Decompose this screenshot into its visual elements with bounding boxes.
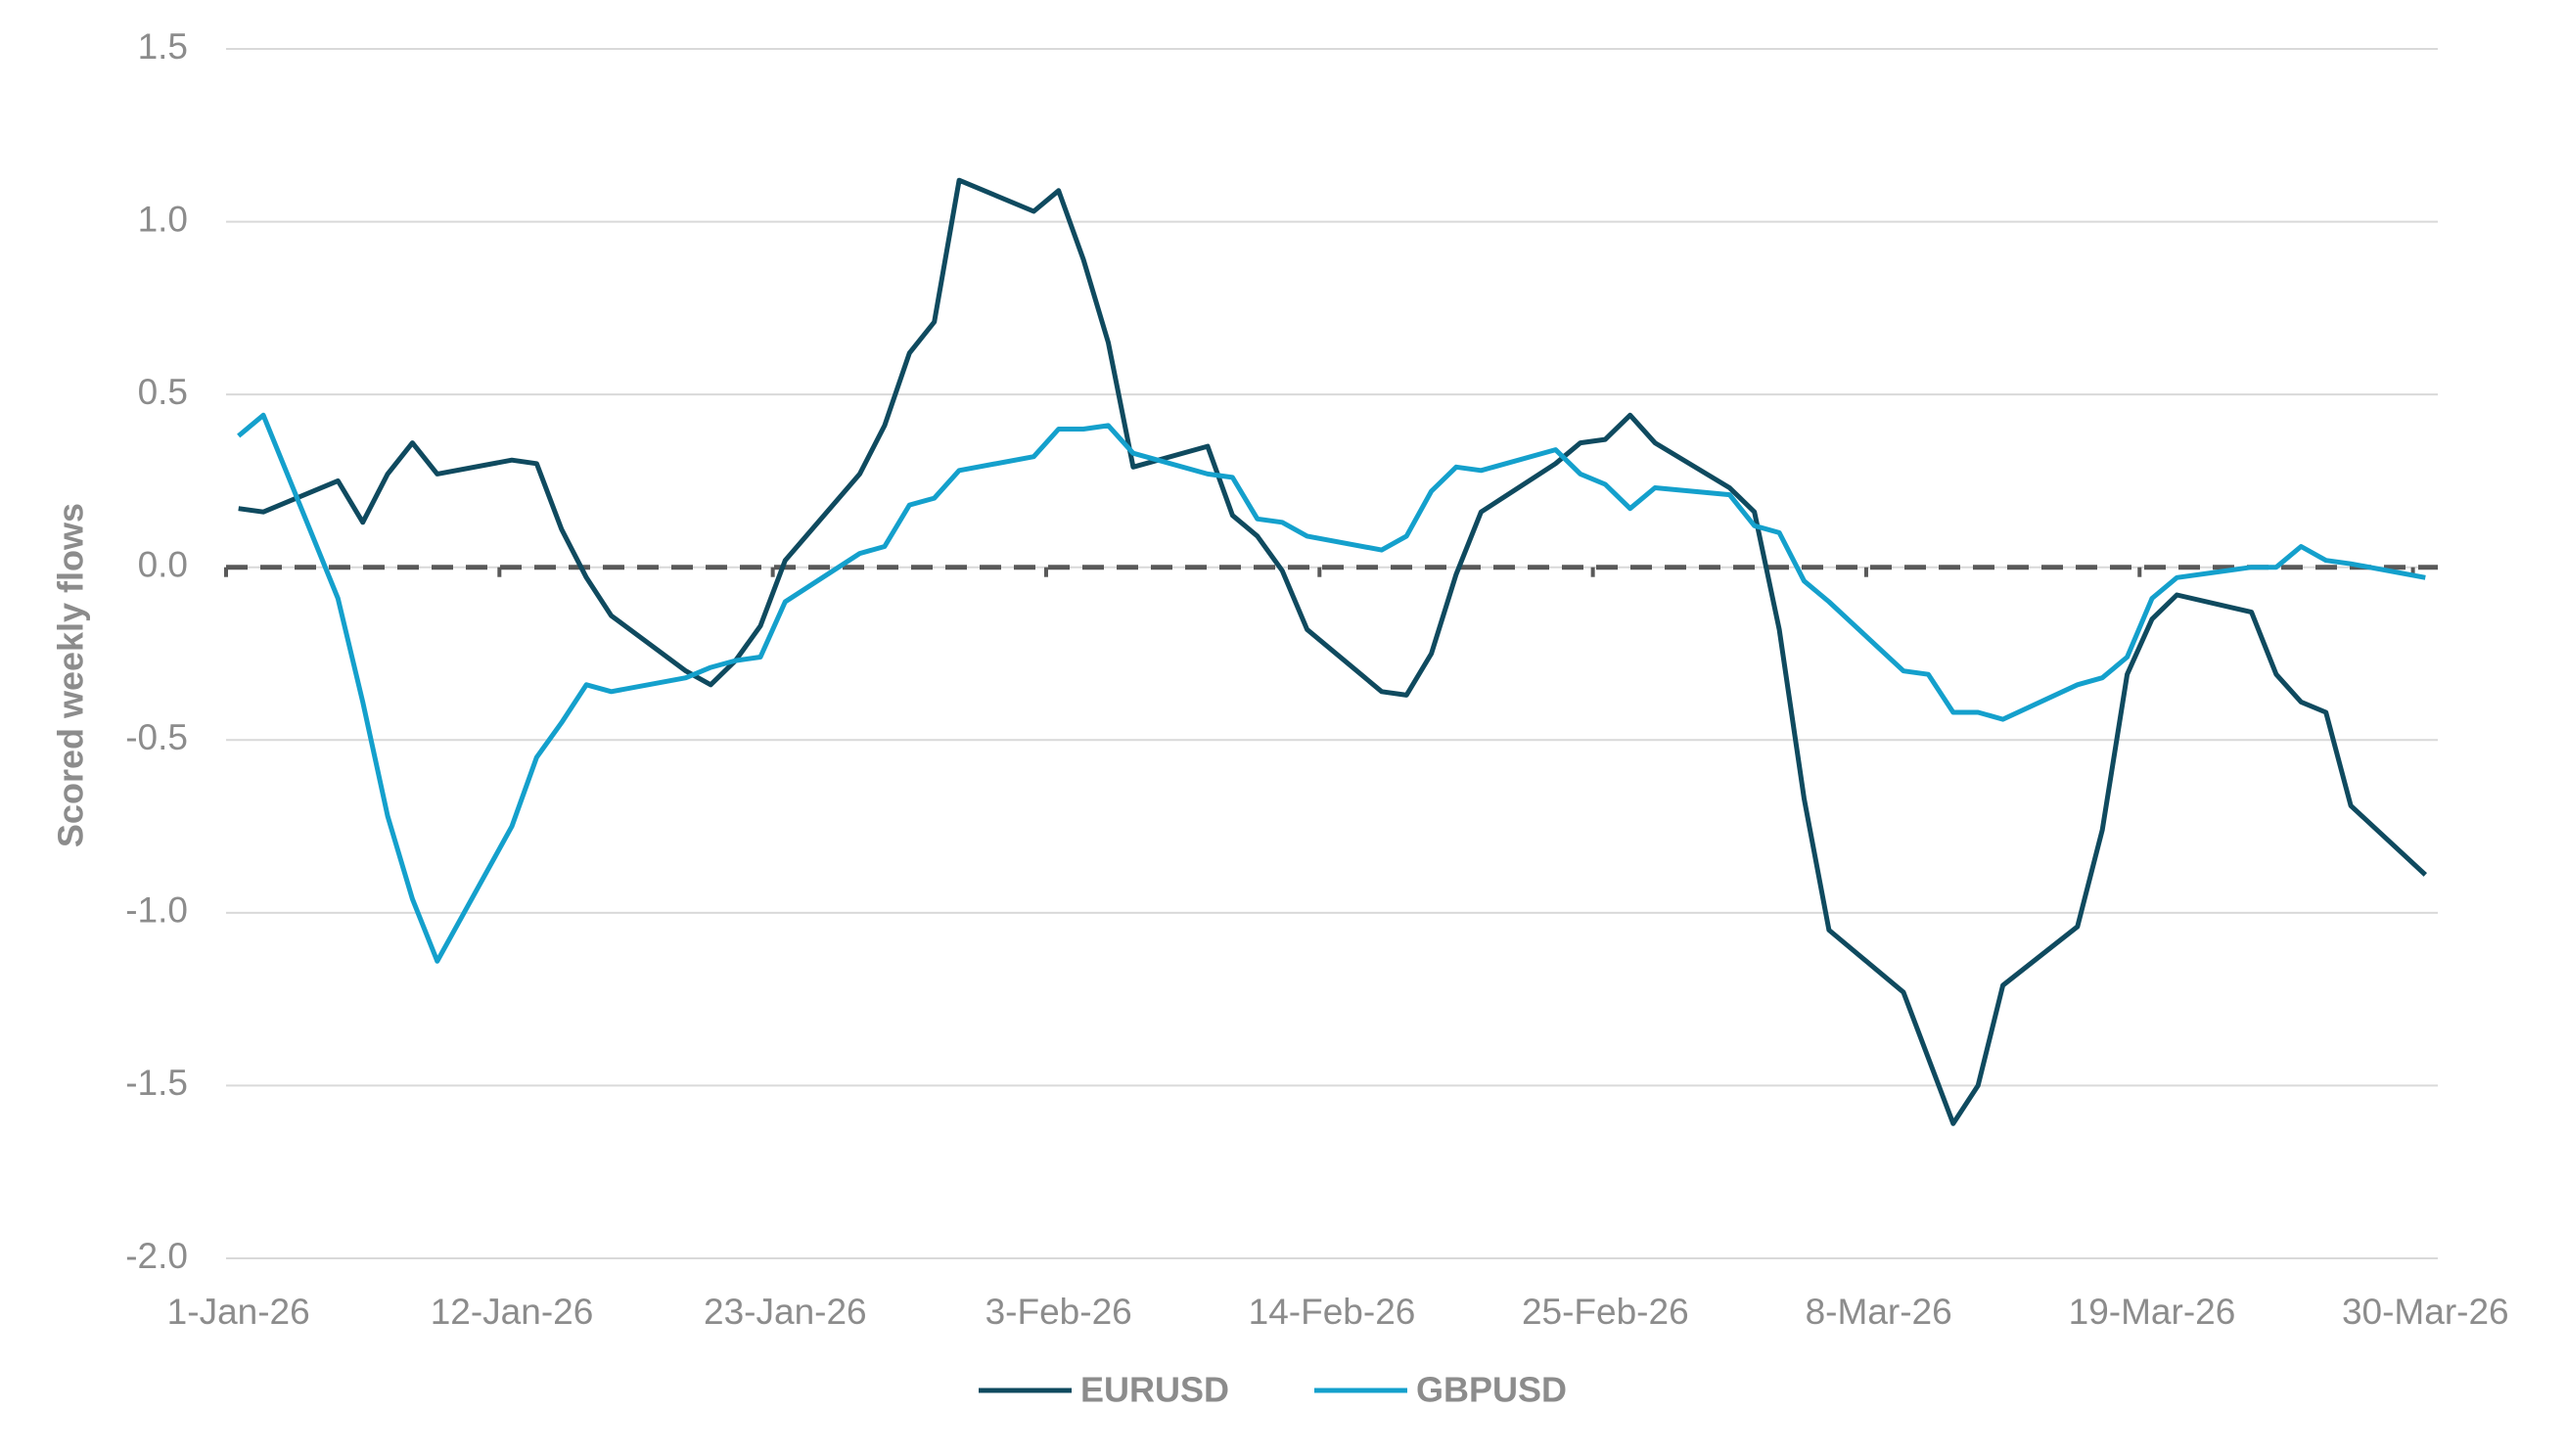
y-tick-label: 1.0 [138, 199, 188, 239]
legend-label: EURUSD [1080, 1370, 1229, 1410]
y-tick-label: -1.0 [125, 890, 188, 931]
y-tick-label: -2.0 [125, 1236, 188, 1276]
y-tick-label: 0.0 [138, 544, 188, 584]
y-tick-label: 0.5 [138, 372, 188, 412]
x-tick-label: 23-Jan-26 [704, 1292, 867, 1332]
series-line [237, 412, 2426, 964]
x-tick-label: 8-Mar-26 [1806, 1292, 1952, 1332]
y-tick-label: -1.5 [125, 1063, 188, 1103]
legend-label: GBPUSD [1416, 1370, 1567, 1410]
y-tick-label: 1.5 [138, 26, 188, 67]
x-tick-label: 1-Jan-26 [167, 1292, 310, 1332]
series-line [238, 177, 2427, 1126]
x-tick-label: 3-Feb-26 [985, 1292, 1132, 1332]
x-tick-label: 30-Mar-26 [2342, 1292, 2509, 1332]
x-tick-label: 14-Feb-26 [1249, 1292, 1416, 1332]
x-tick-label: 12-Jan-26 [431, 1292, 594, 1332]
x-tick-label: 25-Feb-26 [1522, 1292, 1689, 1332]
y-axis-title: Scored weekly flows [51, 503, 91, 847]
y-tick-label: -0.5 [125, 717, 188, 757]
x-tick-label: 19-Mar-26 [2069, 1292, 2236, 1332]
